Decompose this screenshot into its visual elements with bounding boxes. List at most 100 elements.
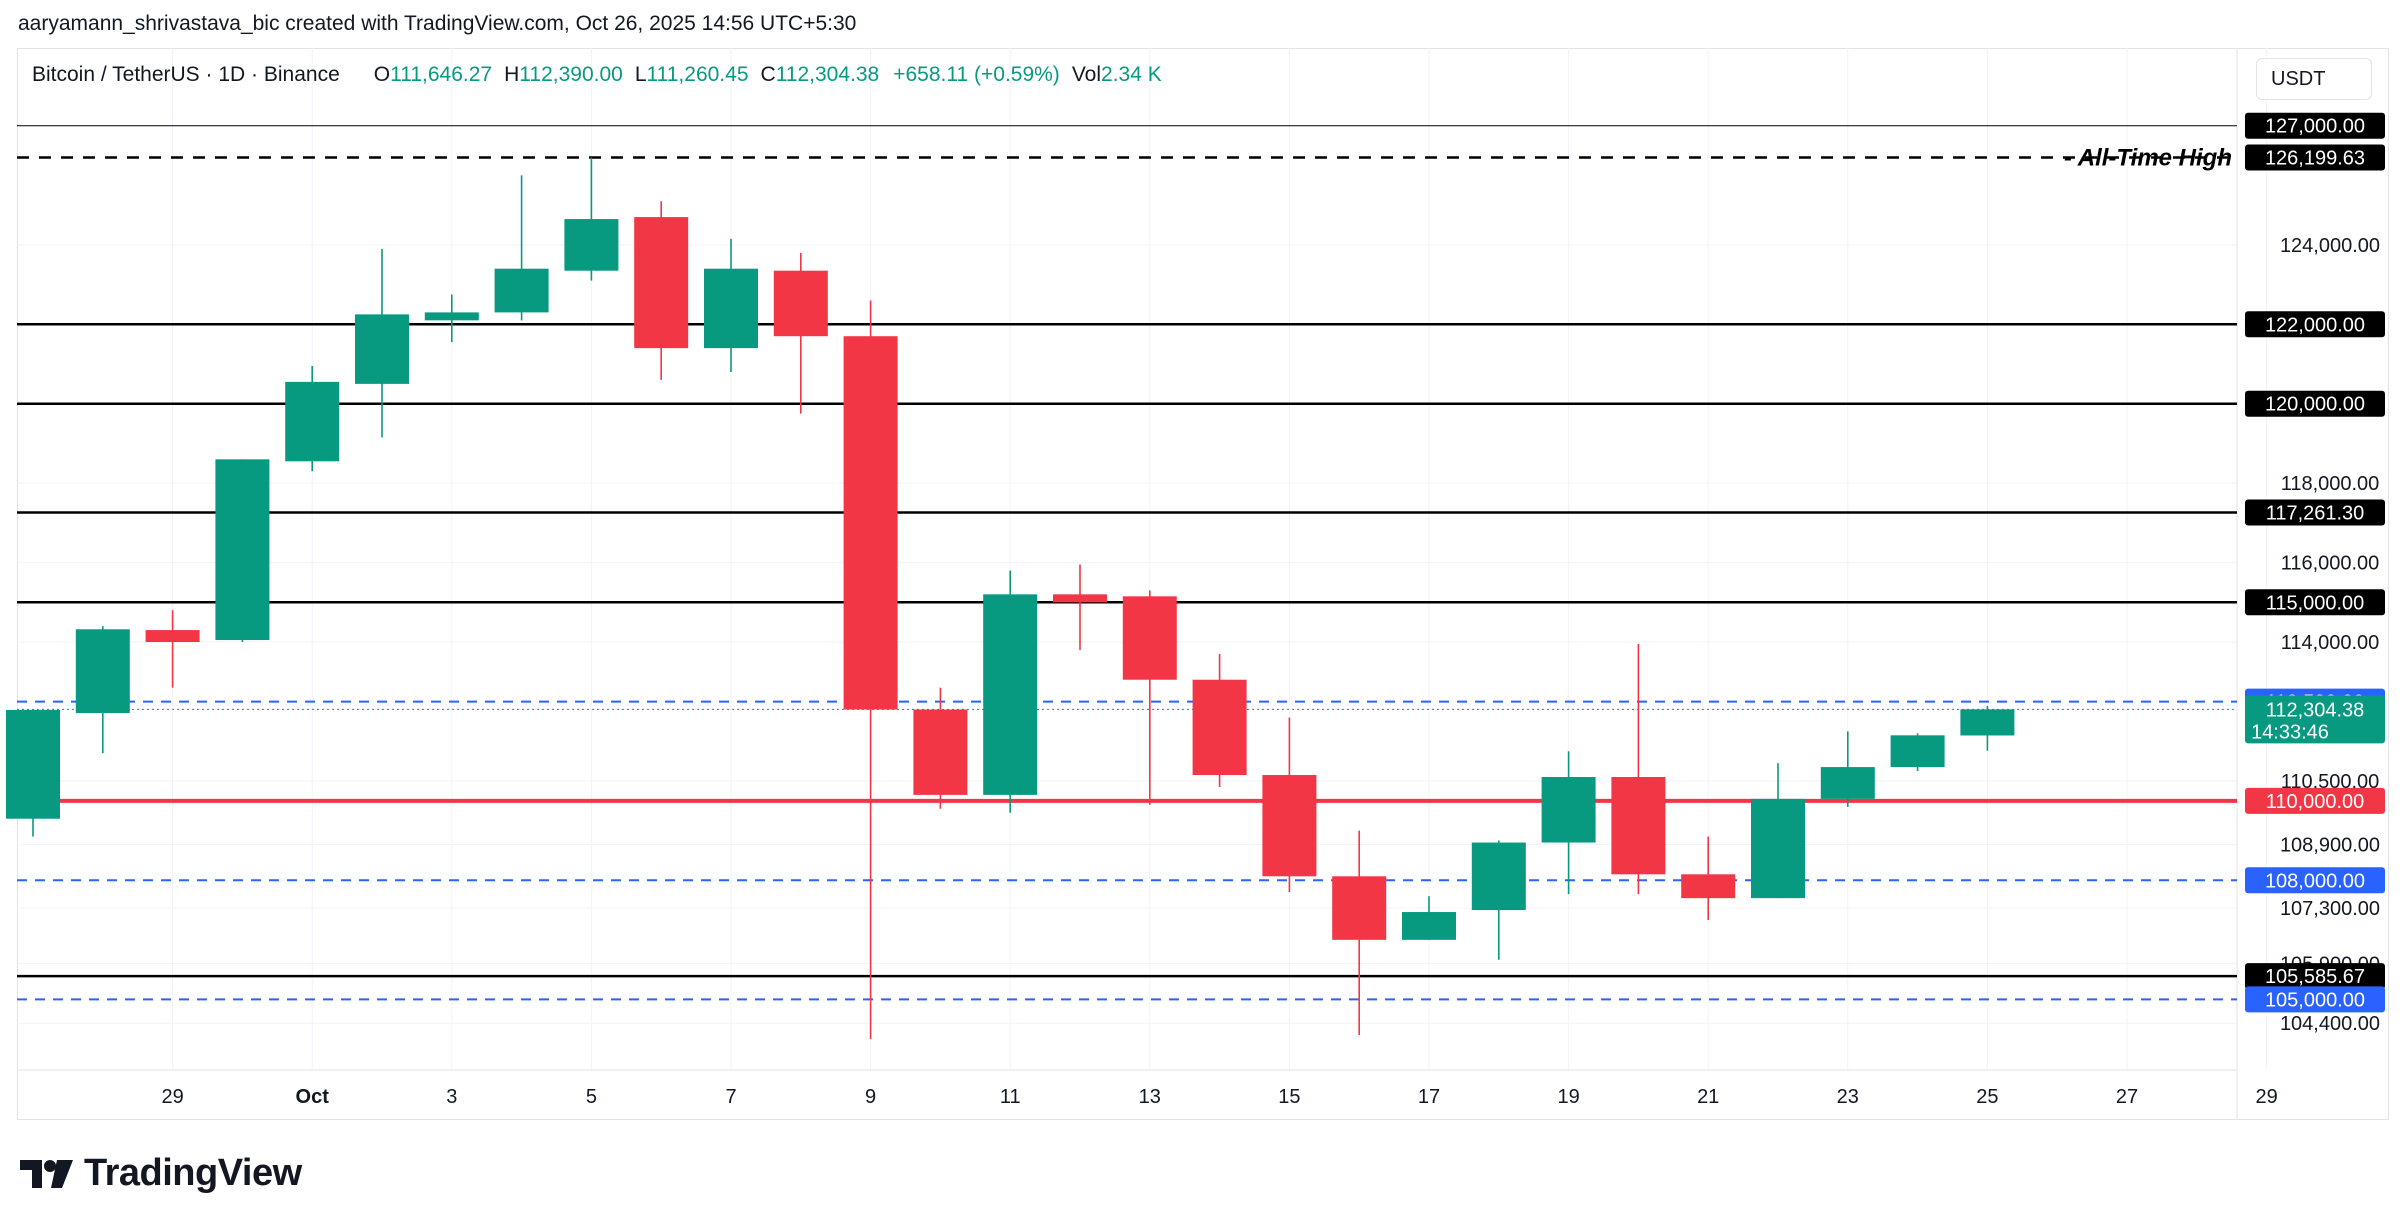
candle-body	[1960, 709, 2015, 736]
candle-body	[843, 336, 898, 710]
level-price-label-bg	[2245, 112, 2385, 139]
level-price-label-bg	[2245, 986, 2385, 1013]
price-tick-label: 124,000.00	[2280, 235, 2380, 257]
candle-body	[634, 217, 689, 349]
chart-frame	[17, 48, 2389, 1120]
level-price-label: 110,000.00	[2266, 791, 2365, 813]
level-price-label-bg	[2245, 589, 2385, 616]
candle-body	[285, 381, 340, 462]
level-price-label-bg	[2245, 787, 2385, 814]
date-tick-label: 15	[1278, 1086, 1300, 1108]
candle-body	[1890, 735, 1945, 768]
candle-body	[1122, 596, 1177, 680]
price-tick-label: 110,500.00	[2281, 771, 2380, 793]
candle-body	[1192, 679, 1247, 776]
level-price-label-bg	[2245, 867, 2385, 894]
candle-body	[1262, 775, 1317, 877]
low-label: L	[634, 63, 647, 86]
tradingview-logo-icon	[20, 1159, 73, 1188]
candle-body	[1820, 767, 1875, 799]
level-price-label-bg	[2245, 311, 2385, 338]
date-tick-label: 17	[1418, 1086, 1440, 1108]
candle-body	[355, 314, 409, 384]
candle-body	[145, 630, 200, 642]
candle-body	[1681, 874, 1736, 899]
level-annotation: - All-Time High	[2064, 145, 2232, 172]
time-axis-ticks: 29 Oct 3 5 7 9 11 13 15 17 19 21 23 25 27 29	[161, 1086, 2277, 1108]
price-tick-label: 104,400.00	[2280, 1013, 2380, 1035]
level-price-label-bg	[2245, 963, 2385, 990]
brand[interactable]: TradingView	[20, 1152, 302, 1195]
chart-credit: aaryamann_shrivastava_bic created with T…	[18, 12, 857, 35]
level-price-label-bg	[2245, 390, 2385, 417]
candle-body	[1332, 876, 1387, 940]
date-tick-label: 23	[1837, 1086, 1859, 1108]
high-value: 112,390.00	[519, 63, 623, 86]
level-price-label: 115,000.00	[2266, 592, 2365, 614]
candle-body	[1611, 777, 1666, 875]
candle-body	[1402, 912, 1456, 940]
candle-body	[1471, 842, 1526, 911]
price-tick-label: 118,000.00	[2281, 473, 2380, 495]
candle-body	[913, 709, 968, 795]
level-price-label-bg	[2245, 144, 2385, 171]
candle-body	[494, 268, 549, 313]
level-price-label: 120,000.00	[2265, 394, 2365, 416]
candle-body	[983, 594, 1038, 795]
date-tick-label: 9	[865, 1086, 876, 1108]
volume-label: Vol	[1071, 63, 1102, 86]
last-price-bg	[2245, 695, 2385, 744]
symbol-legend: Bitcoin / TetherUS · 1D · Binance O 111,6…	[32, 63, 1162, 87]
last-price-label: 112,304.38	[2266, 699, 2365, 721]
level-price-label: 117,261.30	[2266, 502, 2365, 524]
candle-body	[773, 270, 828, 337]
grid-lines	[17, 48, 2268, 1070]
candle-body	[215, 459, 270, 641]
level-price-label: 127,000.00	[2265, 116, 2365, 138]
candle-body	[424, 312, 479, 321]
candle-body	[1541, 777, 1596, 843]
price-axis-labels: 127,000.00 126,199.63 122,000.00 120,000.00…	[2245, 112, 2385, 1013]
date-tick-label: 29	[2255, 1086, 2277, 1108]
close-label: C	[760, 63, 776, 86]
price-axis-ticks: 124,000.00 118,000.00 116,000.00 114,000.00…	[2280, 235, 2380, 1035]
level-price-label: 108,000.00	[2265, 870, 2365, 892]
symbol-name[interactable]: Bitcoin / TetherUS · 1D · Binance	[32, 63, 340, 86]
date-tick-label: 3	[446, 1086, 457, 1108]
volume-value: 2.34 K	[1101, 63, 1162, 86]
close-value: 112,304.38	[775, 63, 880, 86]
date-tick-label: 13	[1139, 1086, 1161, 1108]
candle-body	[704, 268, 758, 349]
low-value: 111,260.45	[646, 63, 749, 86]
horizontal-levels: - All-Time High	[17, 125, 2237, 1001]
level-price-label: 105,585.67	[2265, 966, 2365, 988]
candle-body	[1751, 798, 1805, 899]
price-tick-label: 116,000.00	[2281, 553, 2380, 575]
date-tick-label: Oct	[296, 1086, 330, 1108]
candles	[6, 157, 2015, 1040]
high-label: H	[504, 63, 520, 86]
date-tick-label: 7	[725, 1086, 736, 1108]
countdown-label: 14:33:46	[2251, 721, 2329, 743]
open-label: O	[373, 63, 391, 86]
currency-selector[interactable]: USDT	[2256, 58, 2372, 100]
level-price-label: 126,199.63	[2265, 148, 2365, 170]
date-tick-label: 19	[1557, 1086, 1579, 1108]
date-tick-label: 5	[586, 1086, 597, 1108]
price-tick-label: 108,900.00	[2280, 835, 2380, 857]
level-price-label: 122,000.00	[2265, 314, 2365, 336]
price-tick-label: 114,000.00	[2281, 632, 2380, 654]
open-value: 111,646.27	[390, 63, 493, 86]
price-tick-label: 107,300.00	[2280, 898, 2380, 920]
date-tick-label: 21	[1697, 1086, 1719, 1108]
date-tick-label: 11	[1000, 1086, 1021, 1108]
change-value: +658.11 (+0.59%)	[893, 63, 1060, 86]
candle-body	[75, 629, 130, 714]
level-price-label: 105,000.00	[2265, 989, 2365, 1011]
level-price-label-bg	[2245, 499, 2385, 526]
candle-body	[564, 219, 619, 271]
date-tick-label: 27	[2116, 1086, 2138, 1108]
brand-name: TradingView	[84, 1152, 302, 1194]
date-tick-label: 25	[1976, 1086, 1998, 1108]
